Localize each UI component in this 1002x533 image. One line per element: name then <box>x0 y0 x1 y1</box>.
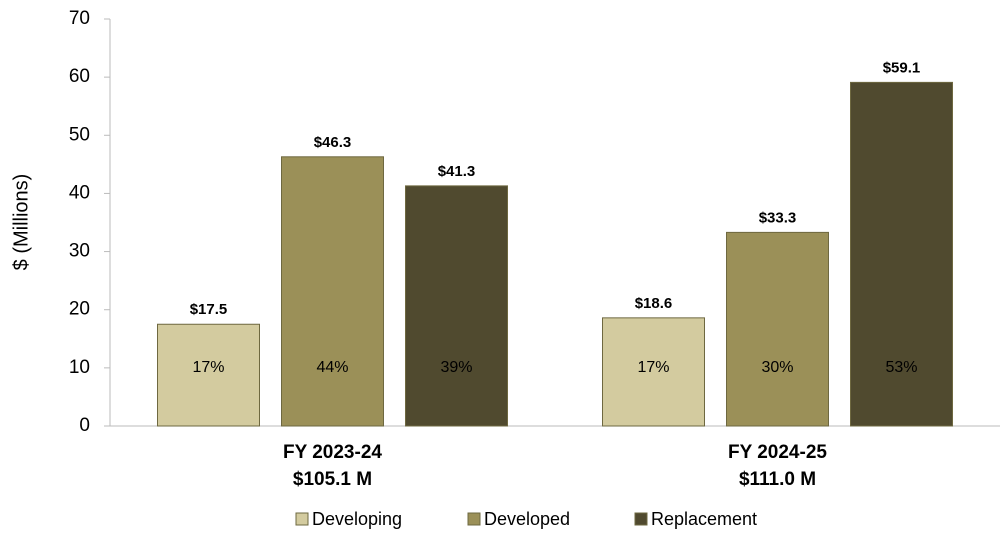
bar <box>281 156 384 427</box>
legend-label: Developing <box>312 509 402 529</box>
value-label: $59.1 <box>883 59 921 76</box>
y-tick-label: 30 <box>69 241 90 262</box>
x-tick-label: FY 2024-25 <box>728 442 827 463</box>
value-label: $41.3 <box>438 163 476 180</box>
legend-swatch <box>467 512 481 526</box>
bar <box>405 185 508 427</box>
bar <box>850 81 953 427</box>
y-tick-label: 50 <box>69 124 90 145</box>
legend-label: Replacement <box>651 509 757 529</box>
category-total: $105.1 M <box>293 469 372 490</box>
value-label: $33.3 <box>759 209 797 226</box>
share-label: 17% <box>192 359 224 376</box>
share-label: 39% <box>440 359 472 376</box>
value-label: $17.5 <box>190 301 228 318</box>
y-tick-label: 20 <box>69 299 90 320</box>
y-tick-label: 0 <box>79 415 90 436</box>
y-tick-label: 70 <box>69 8 90 29</box>
bar <box>726 231 829 427</box>
legend-swatch <box>634 512 648 526</box>
bar <box>157 323 260 427</box>
value-label: $18.6 <box>635 295 673 312</box>
y-tick-label: 40 <box>69 182 90 203</box>
value-label: $46.3 <box>314 134 352 151</box>
share-label: 17% <box>637 359 669 376</box>
share-label: 44% <box>316 359 348 376</box>
x-tick-label: FY 2023-24 <box>283 442 382 463</box>
legend-swatch <box>295 512 309 526</box>
share-label: 30% <box>761 359 793 376</box>
share-label: 53% <box>885 359 917 376</box>
y-tick-label: 10 <box>69 357 90 378</box>
y-axis-label: $ (Millions) <box>10 174 32 271</box>
y-tick-label: 60 <box>69 66 90 87</box>
category-total: $111.0 M <box>739 469 816 490</box>
bar <box>602 317 705 427</box>
legend-label: Developed <box>484 509 570 529</box>
